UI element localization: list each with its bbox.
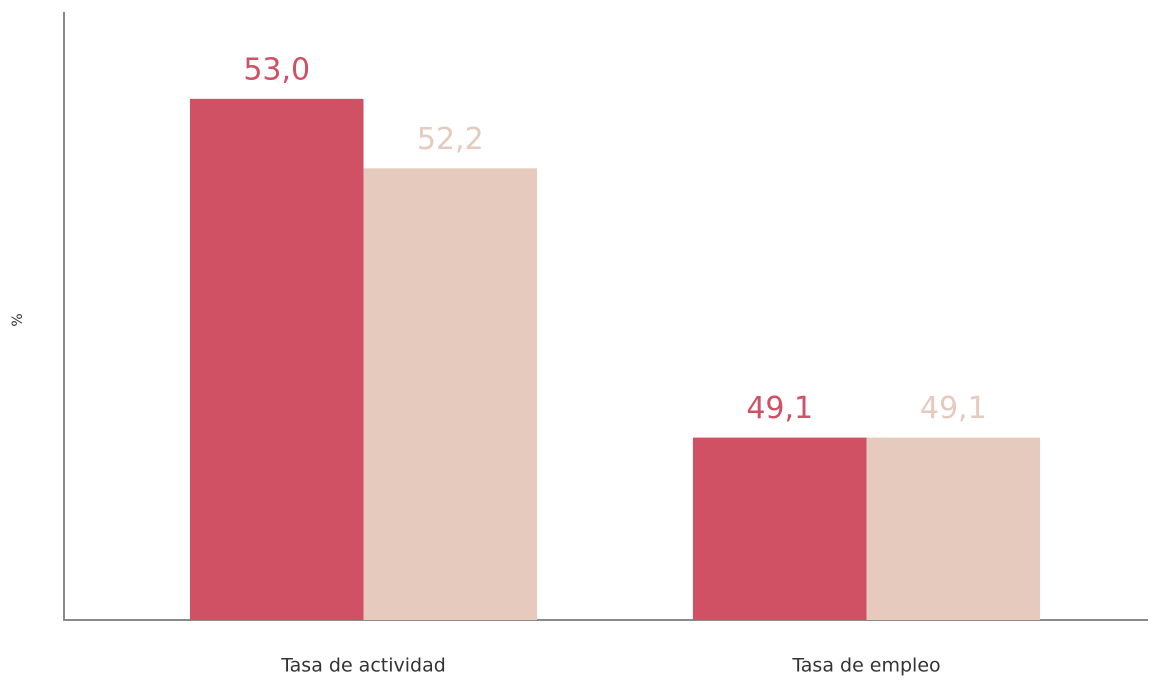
value-label: 52,2: [417, 122, 484, 157]
bar: [866, 437, 1041, 620]
value-label: 53,0: [243, 52, 310, 87]
bar: [189, 98, 364, 621]
value-label: 49,1: [920, 391, 987, 426]
value-label: 49,1: [746, 391, 813, 426]
bar: [363, 168, 538, 621]
bar: [692, 437, 867, 620]
x-tick-label: Tasa de empleo: [791, 655, 940, 677]
x-tick-label: Tasa de actividad: [280, 655, 446, 677]
y-axis-label: %: [10, 313, 26, 326]
